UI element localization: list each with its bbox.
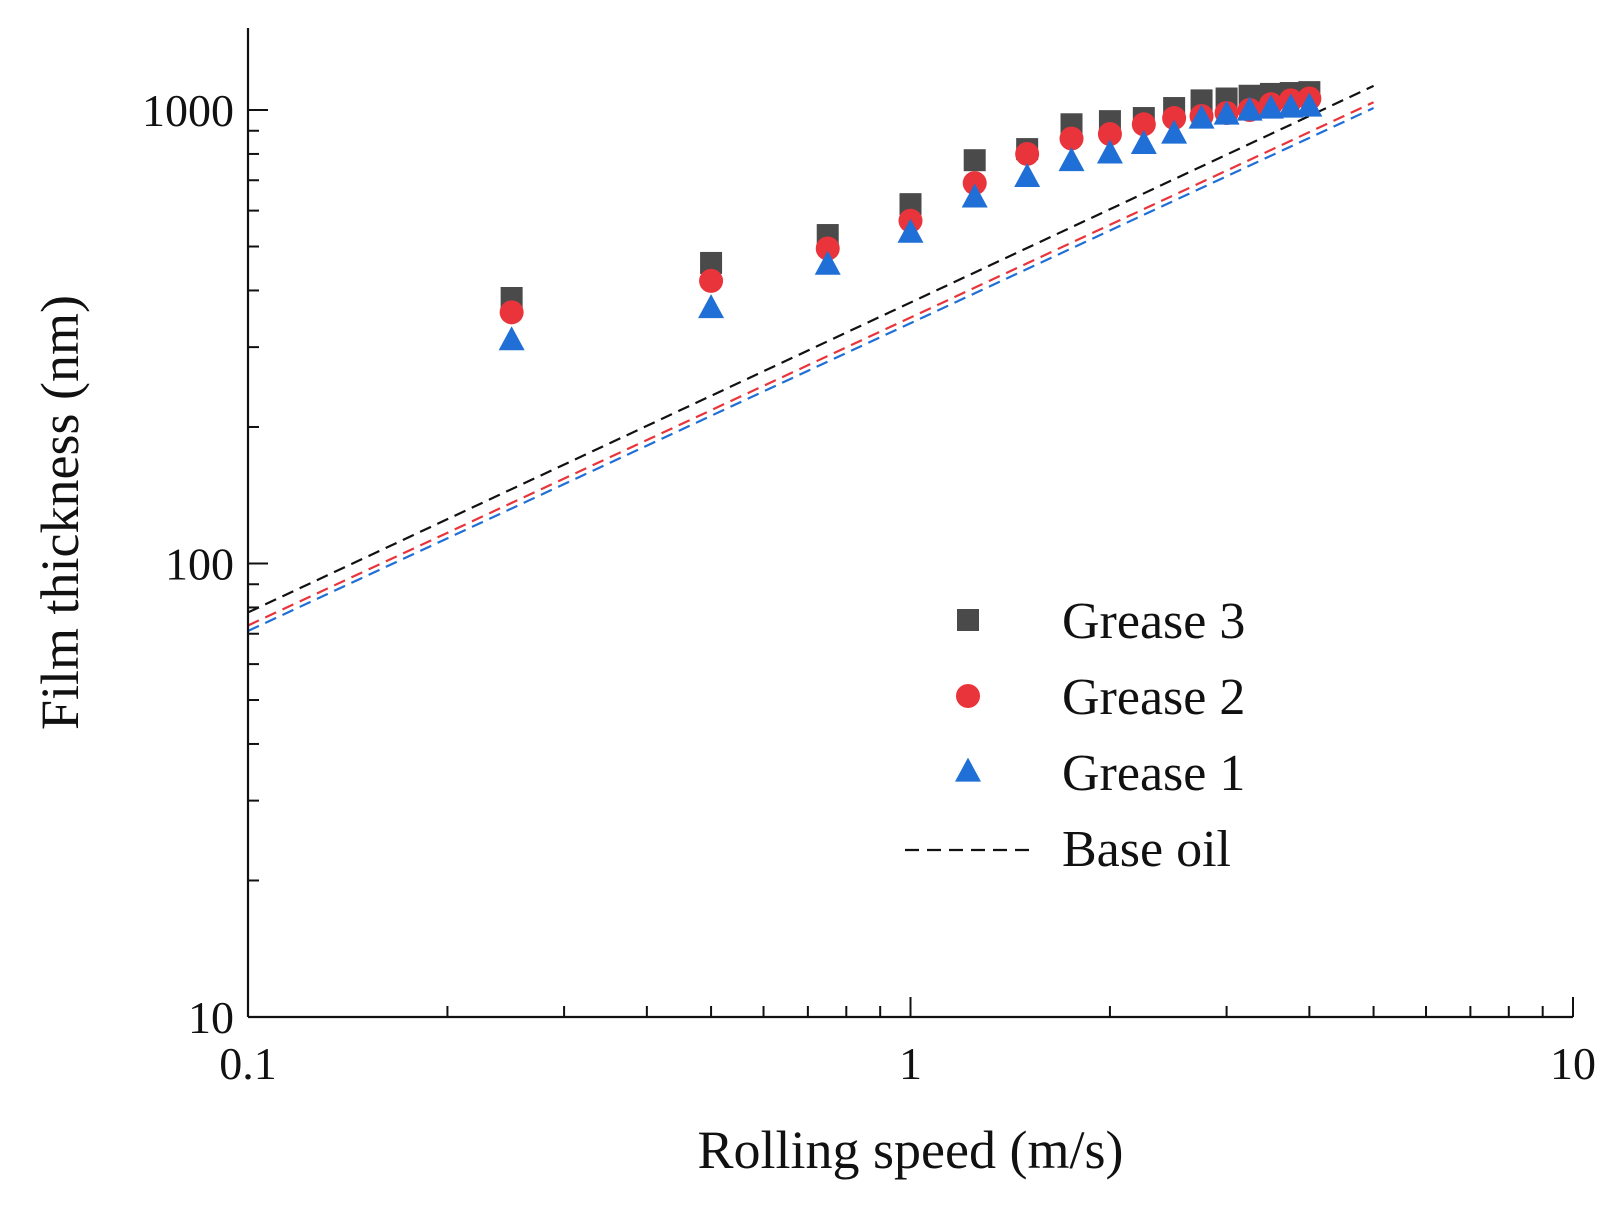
grease-2-point xyxy=(962,171,987,196)
grease-2-point xyxy=(699,268,724,293)
grease-1-point xyxy=(1213,100,1240,125)
x-tick-label: 0.1 xyxy=(219,1038,277,1089)
grease-2-point xyxy=(815,236,840,261)
x-axis-title: Rolling speed (m/s) xyxy=(698,1120,1124,1180)
base-oil-lines xyxy=(247,84,1375,632)
legend-marker-grease-2 xyxy=(956,684,980,708)
grease-2-point xyxy=(1015,141,1040,166)
base-oil-line xyxy=(247,101,1375,627)
y-tick-label: 1000 xyxy=(142,85,234,136)
grease-1-point xyxy=(1188,104,1215,129)
grease-1-point xyxy=(498,326,525,351)
grease-1-point xyxy=(961,183,988,208)
grease-1-point xyxy=(698,294,725,319)
legend-label: Grease 2 xyxy=(1062,669,1245,726)
legend-marker-grease-3 xyxy=(957,609,979,631)
x-tick-label: 1 xyxy=(899,1038,922,1089)
legend-label: Grease 3 xyxy=(1062,593,1245,650)
base-oil-line xyxy=(247,84,1375,614)
axes: 0.1 1 10 10 100 1000 xyxy=(142,28,1596,1089)
x-tick-label: 10 xyxy=(1550,1038,1596,1089)
grease-1-point xyxy=(1161,119,1188,144)
y-tick-label: 100 xyxy=(165,539,234,590)
y-axis-title: Film thickness (nm) xyxy=(30,295,90,730)
grease-1-point xyxy=(1058,147,1085,172)
data-points xyxy=(498,81,1323,351)
grease-2-point xyxy=(499,300,524,325)
grease-3-point xyxy=(963,149,986,172)
grease-3-point xyxy=(700,251,723,274)
grease-1-point xyxy=(1130,129,1157,154)
grease-1-point xyxy=(814,250,841,275)
legend-label: Grease 1 xyxy=(1062,745,1245,802)
grease-2-point xyxy=(1162,106,1187,131)
base-oil-line xyxy=(247,107,1375,632)
legend-label: Base oil xyxy=(1062,821,1231,878)
grease-1-point xyxy=(1014,163,1041,188)
grease-3-point xyxy=(899,193,922,216)
legend-marker-grease-1 xyxy=(955,757,981,782)
grease-1-point xyxy=(1257,94,1284,119)
grease-2-point xyxy=(1131,112,1156,137)
grease-2-point xyxy=(1097,122,1122,147)
grease-1-point xyxy=(897,218,924,243)
grease-1-point xyxy=(1096,139,1123,164)
grease-1-point xyxy=(1236,96,1263,121)
grease-2-point xyxy=(1059,126,1084,151)
legend: Grease 3 Grease 2 Grease 1 Base oil xyxy=(905,593,1245,878)
grease-1-point xyxy=(1296,92,1323,117)
grease-1-point xyxy=(1277,93,1304,118)
y-tick-label: 10 xyxy=(188,992,234,1043)
